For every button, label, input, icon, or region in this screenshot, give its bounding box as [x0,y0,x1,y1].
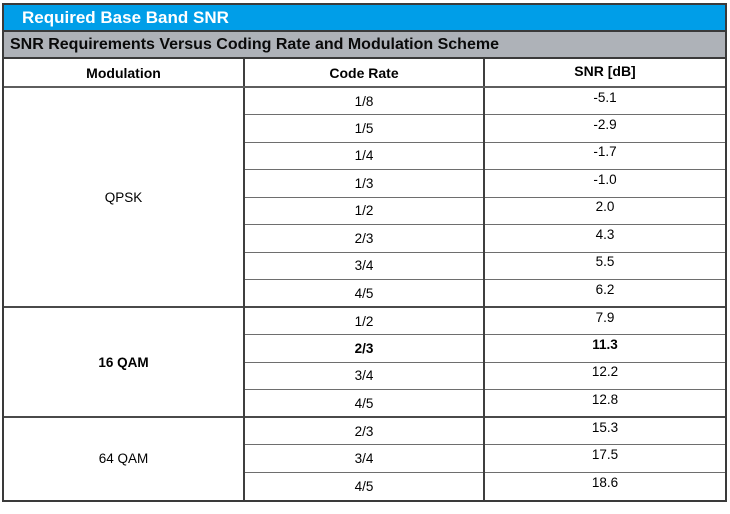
table-row: 3/4 17.5 [4,444,725,472]
code-rate-cell: 3/4 [243,361,484,390]
table-row: 16 QAM 1/2 7.9 [4,306,725,417]
snr-value-cell: 6.2 [483,279,725,307]
modulation-cell: 64 QAM [4,416,244,500]
code-rate-cell: 4/5 [243,471,484,500]
code-rate-cell: 3/4 [243,251,484,280]
table-row: QPSK 1/8 -5.1 [4,86,725,307]
snr-value: 15.3 [591,419,619,435]
snr-value-cell: -2.9 [483,114,725,142]
snr-value: -5.1 [593,89,617,105]
table-row: 1/5 -2.9 [4,114,725,142]
snr-value: 7.9 [595,309,615,325]
snr-value: 5.5 [595,254,615,270]
code-rate-cell: 1/5 [243,114,484,142]
code-rate-cell: 4/5 [243,279,484,307]
table-row: 1/4 -1.7 [4,141,725,170]
snr-table-header: Modulation Code Rate SNR [dB] [4,59,725,88]
snr-table: Modulation Code Rate SNR [dB] QPSK 1/8 -5.… [4,59,725,500]
snr-value-cell: 7.9 [483,306,725,335]
header-row: Modulation Code Rate SNR [dB] [4,59,725,88]
code-rate-cell: 3/4 [243,444,484,472]
snr-value: 18.6 [591,474,619,490]
snr-value-cell: 11.3 [483,334,725,362]
table-row: 3/4 12.2 [4,361,725,390]
table-row: 2/3 11.3 [4,334,725,362]
snr-value: 11.3 [592,336,618,352]
modulation-cell: 16 QAM [4,306,244,417]
header-code-rate: Code Rate [243,59,484,88]
snr-value: 17.5 [591,446,619,462]
snr-value: 4.3 [595,226,615,242]
code-rate-cell: 4/5 [243,389,484,417]
snr-value: -1.7 [593,144,617,160]
snr-value-cell: -1.0 [483,169,725,197]
snr-value-cell: 17.5 [483,444,725,472]
snr-value-cell: 18.6 [483,471,725,500]
code-rate-cell: 2/3 [243,334,484,362]
snr-document: Required Base Band SNR SNR Requirements … [2,3,727,502]
snr-table-body: QPSK 1/8 -5.1 1/5 -2.9 1/4 -1.7 1/3 -1.0 1/2 2.0 2/… [4,86,725,500]
snr-value: 2.0 [595,199,615,215]
table-subtitle-bar: SNR Requirements Versus Coding Rate and … [4,32,725,59]
snr-value: 12.8 [591,391,619,407]
table-title-bar: Required Base Band SNR [4,5,725,32]
snr-value-cell: 12.2 [483,361,725,390]
code-rate-cell: 2/3 [243,224,484,252]
snr-value-cell: 12.8 [483,389,725,417]
header-modulation: Modulation [4,59,244,88]
table-row: 64 QAM 2/3 15.3 [4,416,725,500]
snr-value: 6.2 [595,281,615,297]
code-rate-cell: 1/2 [243,196,484,225]
table-row: 4/5 12.8 [4,389,725,417]
code-rate-cell: 1/8 [243,86,484,115]
code-rate-cell: 1/4 [243,141,484,170]
table-row: 4/5 6.2 [4,279,725,307]
snr-value-cell: 15.3 [483,416,725,445]
table-row: 4/5 18.6 [4,471,725,500]
header-snr: SNR [dB] [483,59,725,88]
snr-value-cell: -5.1 [483,86,725,115]
snr-value-cell: -1.7 [483,141,725,170]
table-row: 1/3 -1.0 [4,169,725,197]
table-row: 2/3 4.3 [4,224,725,252]
modulation-cell: QPSK [4,86,244,307]
snr-value: 12.2 [591,364,619,380]
table-title: Required Base Band SNR [22,8,229,27]
table-row: 1/2 2.0 [4,196,725,225]
snr-value-cell: 2.0 [483,196,725,225]
snr-value: -2.9 [593,116,617,132]
snr-value: -1.0 [593,171,617,187]
code-rate-cell: 1/2 [243,306,484,335]
table-subtitle: SNR Requirements Versus Coding Rate and … [10,36,499,53]
snr-value-cell: 4.3 [483,224,725,252]
code-rate-cell: 1/3 [243,169,484,197]
snr-value-cell: 5.5 [483,251,725,280]
code-rate-cell: 2/3 [243,416,484,445]
table-row: 3/4 5.5 [4,251,725,280]
